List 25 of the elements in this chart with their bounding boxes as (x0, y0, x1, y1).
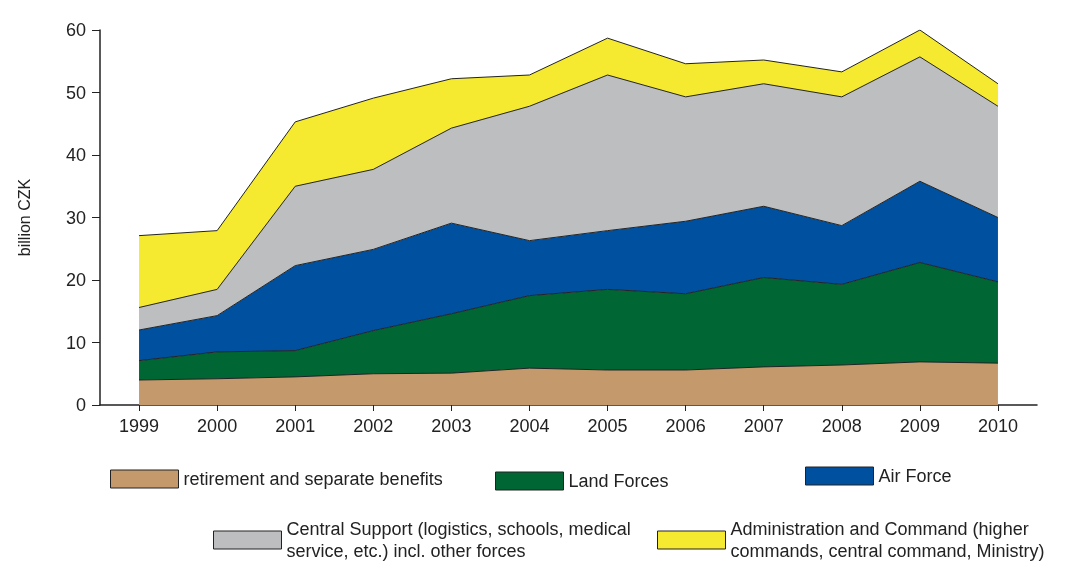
x-tick-label: 2003 (431, 416, 472, 436)
x-tick-label: 2009 (899, 416, 940, 436)
x-tick-label: 2010 (977, 416, 1018, 436)
legend-label: Administration and Command (higher commands, central command, Ministry) (730, 519, 1045, 561)
y-tick-label: 40 (65, 145, 86, 165)
x-tick-label: 2004 (509, 416, 550, 436)
y-tick-label: 50 (65, 82, 86, 103)
y-tick-label: 30 (65, 207, 86, 228)
legend-label: Central Support (logistics, schools, medical service, etc.) incl. other forces (286, 519, 636, 561)
y-tick-label: 20 (65, 270, 86, 290)
legend-label: retirement and separate benefits (183, 469, 443, 489)
legend-label: Land Forces (568, 471, 669, 491)
y-tick-label: 10 (65, 332, 86, 353)
x-tick-label: 2002 (353, 416, 394, 436)
x-tick-label: 2001 (275, 416, 316, 436)
x-tick-label: 2006 (665, 416, 706, 436)
y-axis-title: billion CZK (15, 178, 33, 257)
x-tick-label: 2007 (743, 416, 784, 436)
x-tick-label: 2000 (197, 416, 238, 436)
x-tick-label: 2008 (821, 416, 862, 436)
y-tick-label: 60 (65, 20, 86, 40)
y-tick-label: 0 (75, 395, 86, 415)
x-tick-label: 1999 (119, 416, 160, 436)
x-tick-label: 2005 (587, 416, 628, 436)
legend-label: Air Force (878, 466, 952, 486)
